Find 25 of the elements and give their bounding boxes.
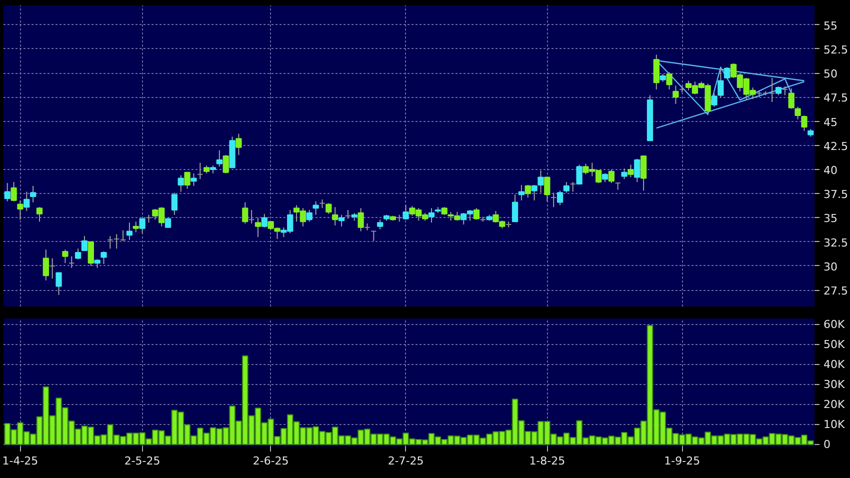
- y-tick-label: 35: [824, 212, 838, 226]
- x-tick-label: 2-7-25: [388, 454, 424, 468]
- y-tick-label: 40: [824, 164, 838, 178]
- y-tick-label: 27.5: [824, 284, 848, 298]
- x-tick-label: 1-4-25: [2, 454, 38, 468]
- x-tick-label: 1-9-25: [664, 454, 700, 468]
- y-tick-label: 52.5: [824, 43, 848, 56]
- y-tick-label: 30K: [824, 378, 846, 391]
- y-tick-label: 45: [824, 116, 838, 129]
- y-tick-label: 40K: [824, 358, 846, 371]
- y-tick-label: 55: [824, 19, 838, 32]
- x-tick-label: 2-6-25: [252, 454, 289, 468]
- y-tick-label: 32.5: [824, 236, 848, 250]
- y-tick-label: 50K: [824, 338, 846, 351]
- y-tick-label: 47.5: [824, 92, 848, 105]
- y-tick-label: 30: [824, 260, 838, 274]
- y-tick-label: 42.5: [824, 140, 848, 153]
- y-tick-label: 0: [824, 438, 830, 451]
- y-tick-label: 50: [824, 68, 838, 81]
- y-tick-label: 10K: [824, 418, 846, 431]
- y-tick-label: 20K: [824, 398, 846, 411]
- y-tick-label: 60K: [824, 318, 846, 331]
- y-tick-label: 37.5: [824, 188, 848, 202]
- x-tick-label: 1-8-25: [529, 454, 566, 468]
- x-tick-label: 2-5-25: [124, 454, 160, 468]
